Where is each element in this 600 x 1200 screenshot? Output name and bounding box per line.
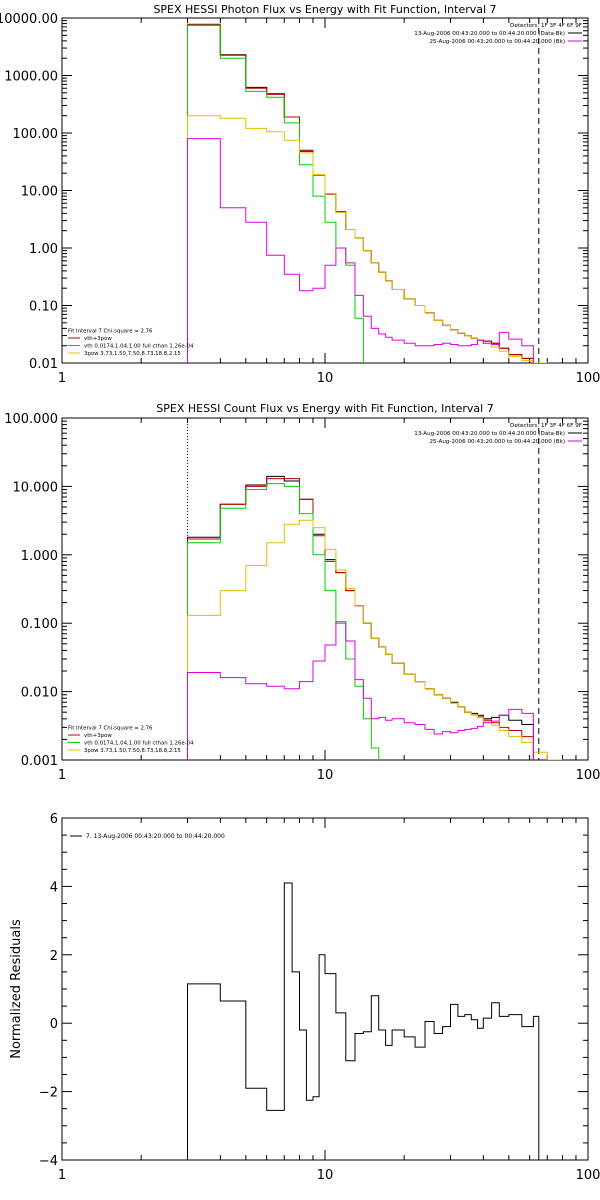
- photon-flux-chart: SPEX HESSI Photon Flux vs Energy with Fi…: [0, 3, 600, 386]
- residual-y-tick-label: 2: [50, 949, 58, 964]
- count-flux-chart: SPEX HESSI Count Flux vs Energy with Fit…: [4, 402, 600, 783]
- photon-x-tick-label: 10: [317, 371, 334, 386]
- photon-series-4-histogram: [187, 138, 534, 363]
- residual-y-tick-label: 0: [50, 1017, 58, 1032]
- photon-y-tick-label: 1000.00: [4, 70, 58, 85]
- residual-y-tick-label: 6: [50, 812, 58, 827]
- count-y-tick-label: 100.000: [4, 412, 58, 427]
- residual-data-layer: [187, 882, 540, 1160]
- photon-data-layer: [186, 18, 548, 363]
- count-y-tick-label: 0.001: [21, 754, 58, 769]
- count-y-tick-label: 10.000: [13, 480, 59, 495]
- residual-series-0-histogram: [187, 882, 540, 1160]
- count-series-4-histogram: [187, 621, 534, 760]
- count-legend-top-entry: 25-Aug-2006 00:43:20.000 to 00:44:20.000…: [429, 439, 565, 445]
- residual-x-tick-label: 1: [58, 1168, 66, 1183]
- photon-legend-bottom-entry: 3pow 3.73,1.50,7.50,8.73,18.8,2.15: [84, 351, 181, 357]
- photon-x-tick-label: 100: [576, 371, 600, 386]
- count-chart-title: SPEX HESSI Count Flux vs Energy with Fit…: [156, 402, 493, 415]
- residual-legend-top-entry: 7. 13-Aug-2006 00:43:20.000 to 00:44:20.…: [86, 833, 225, 840]
- count-x-tick-label: 100: [576, 768, 600, 783]
- photon-y-tick-label: 0.10: [29, 300, 58, 315]
- count-y-tick-label: 1.000: [21, 549, 58, 564]
- count-series-3-histogram: [187, 519, 563, 760]
- photon-y-tick-label: 10000.00: [0, 12, 58, 27]
- count-legend-bottom-entry: vth 0.0174,1.04,1.00 full cthan 1.26e-04: [84, 741, 194, 747]
- photon-y-tick-label: 10.00: [21, 185, 58, 200]
- photon-series-2-histogram: [187, 24, 364, 363]
- photon-chart-title: SPEX HESSI Photon Flux vs Energy with Fi…: [153, 3, 496, 16]
- residual-x-tick-label: 10: [317, 1168, 334, 1183]
- count-data-layer: [186, 418, 563, 760]
- photon-x-tick-label: 1: [58, 371, 66, 386]
- photon-legend-top-entry: Detectors: 1F 3F 4F 6F 9F: [510, 23, 582, 29]
- count-legend-bottom-entry: Fit Interval 7 Chi-square = 2.76: [68, 726, 153, 732]
- count-legend-bottom-entry: vth+3pow: [84, 733, 112, 739]
- count-legend-top-entry: 13-Aug-2006 00:43:20.000 to 00:44:20.000…: [414, 431, 565, 437]
- photon-y-tick-label: 1.00: [29, 242, 58, 257]
- photon-legend-bottom-entry: Fit Interval 7 Chi-square = 2.76: [68, 329, 153, 335]
- count-legend-top-entry: Detectors: 1F 3F 4F 6F 9F: [510, 423, 582, 429]
- photon-legend-bottom-entry: vth 0.0174,1.04,1.00 full cthan 1.26e-04: [84, 344, 194, 350]
- count-x-tick-label: 1: [58, 768, 66, 783]
- residual-y-tick-label: 4: [50, 880, 58, 895]
- photon-y-tick-label: 100.00: [13, 127, 59, 142]
- count-x-tick-label: 10: [317, 768, 334, 783]
- photon-y-tick-label: 0.01: [29, 357, 58, 372]
- count-y-tick-label: 0.010: [21, 686, 58, 701]
- count-y-tick-label: 0.100: [21, 617, 58, 632]
- count-legend-bottom-entry: 3pow 3.73,1.50,7.50,8.73,18.8,2.15: [84, 748, 181, 754]
- photon-legend-top-entry: 13-Aug-2006 00:43:20.000 to 00:44:20.000…: [414, 31, 565, 37]
- residual-x-tick-label: 100: [576, 1168, 600, 1183]
- count-series-2-histogram: [187, 483, 380, 760]
- residual-y-tick-label: −4: [39, 1154, 58, 1169]
- residual-y-tick-label: −2: [39, 1086, 58, 1101]
- residuals-chart: 1 10 100 6 4 2 0 −2 −4 Normalized Residuals 7. 13-…: [9, 812, 600, 1183]
- photon-legend-top-entry: 25-Aug-2006 00:43:20.000 to 00:44:20.000…: [429, 39, 565, 45]
- photon-legend-bottom-entry: vth+3pow: [84, 336, 112, 342]
- residual-y-axis-label: Normalized Residuals: [9, 919, 24, 1059]
